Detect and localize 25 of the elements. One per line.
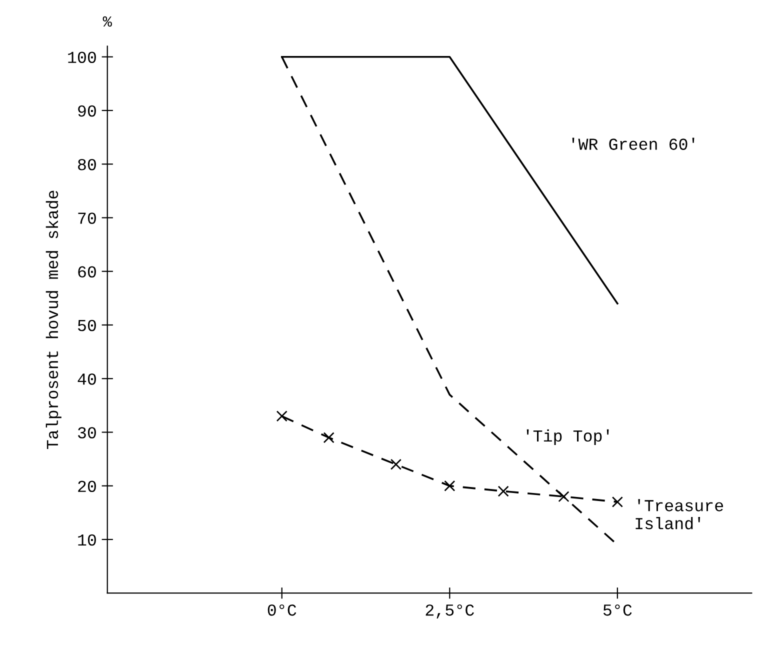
x-tick-label: 0°C [268, 604, 296, 616]
y-tick-label: 90 [78, 105, 96, 117]
point [444, 480, 456, 492]
series-label: 'Tip Top' [526, 429, 609, 445]
point [558, 491, 570, 502]
point [323, 432, 334, 444]
y-tick-label: 80 [78, 158, 96, 170]
series-label: 'Treasure Island' [636, 499, 724, 530]
y-tick-label: 20 [78, 480, 96, 492]
y-tick-label: 30 [78, 427, 96, 438]
y-tick-label: 40 [78, 373, 96, 385]
point [612, 496, 623, 508]
x-tick-label: 5°C [603, 604, 632, 616]
y-tick-label: 60 [78, 266, 96, 278]
x-tick-label: 2,5°C [426, 604, 474, 619]
y-axis-title: Talprosent hovud med skade [46, 190, 62, 450]
point [390, 458, 402, 470]
y-tick-label: 70 [78, 212, 96, 224]
y-tick-label: 50 [78, 320, 96, 332]
text: 'WR Green 60' [572, 138, 694, 150]
point [498, 486, 509, 497]
y-tick-label: 100 [68, 52, 96, 64]
point [276, 410, 288, 422]
text: % [102, 16, 112, 27]
y-tick-label: 10 [78, 534, 96, 546]
